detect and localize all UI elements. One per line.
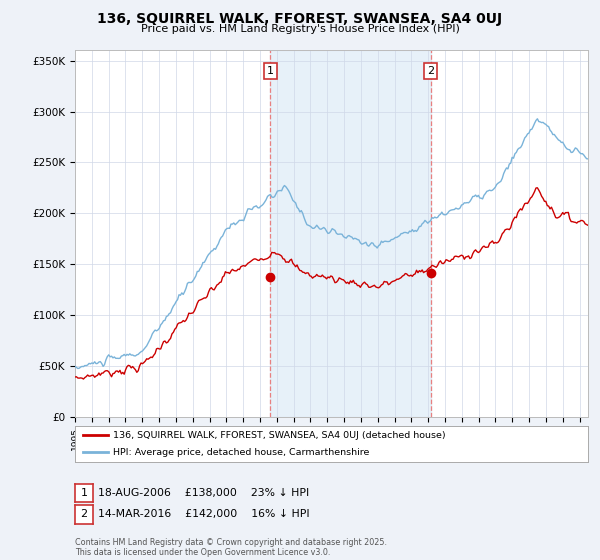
Text: HPI: Average price, detached house, Carmarthenshire: HPI: Average price, detached house, Carm… — [113, 447, 370, 456]
Text: 1: 1 — [80, 488, 88, 498]
Text: 1: 1 — [267, 66, 274, 76]
Text: 2: 2 — [80, 510, 88, 519]
Text: Contains HM Land Registry data © Crown copyright and database right 2025.
This d: Contains HM Land Registry data © Crown c… — [75, 538, 387, 557]
Text: 136, SQUIRREL WALK, FFOREST, SWANSEA, SA4 0UJ: 136, SQUIRREL WALK, FFOREST, SWANSEA, SA… — [97, 12, 503, 26]
Text: Price paid vs. HM Land Registry's House Price Index (HPI): Price paid vs. HM Land Registry's House … — [140, 24, 460, 34]
Text: 18-AUG-2006    £138,000    23% ↓ HPI: 18-AUG-2006 £138,000 23% ↓ HPI — [98, 488, 309, 498]
Text: 2: 2 — [427, 66, 434, 76]
Text: 136, SQUIRREL WALK, FFOREST, SWANSEA, SA4 0UJ (detached house): 136, SQUIRREL WALK, FFOREST, SWANSEA, SA… — [113, 431, 446, 440]
Bar — [271, 50, 431, 417]
Text: 14-MAR-2016    £142,000    16% ↓ HPI: 14-MAR-2016 £142,000 16% ↓ HPI — [98, 510, 310, 519]
